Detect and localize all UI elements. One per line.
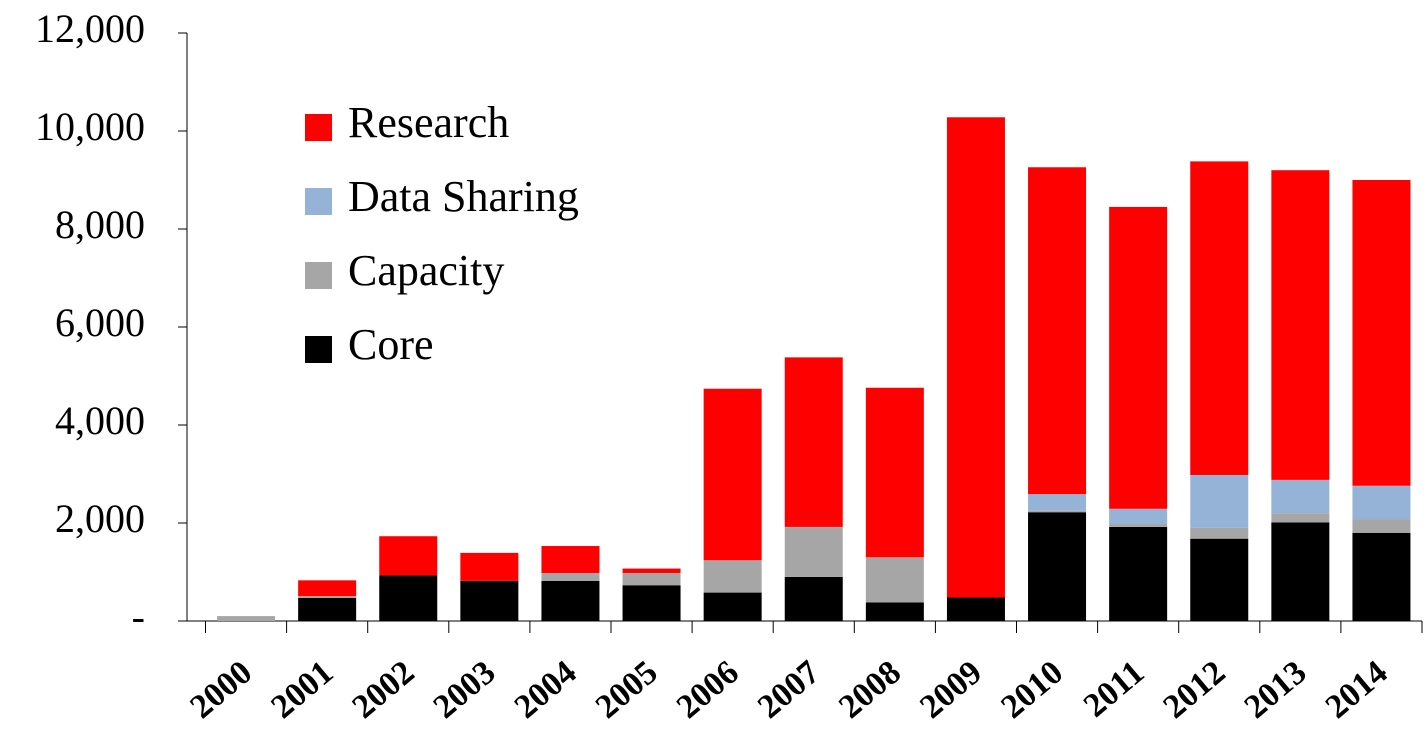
bar-segment [541, 546, 600, 573]
bar-segment [1028, 494, 1087, 511]
bar-segment [460, 552, 519, 581]
legend-swatch [305, 114, 332, 141]
y-tick-label: - [132, 594, 145, 639]
x-tick-label: 2008 [832, 654, 908, 726]
bar-segment [946, 597, 1005, 621]
bar-segment [379, 575, 438, 621]
bar-segment [1028, 510, 1087, 513]
bar-segment [1190, 474, 1249, 528]
bar-segment [784, 576, 843, 621]
bar-segment [541, 580, 600, 621]
bar-segment [1190, 161, 1249, 475]
bar-segment [1190, 527, 1249, 539]
bar-segment [703, 388, 762, 561]
bar-segment [622, 585, 681, 621]
bar-segment [703, 560, 762, 593]
y-tick-label: 6,000 [55, 300, 145, 345]
x-tick-label: 2002 [346, 654, 422, 726]
bar-segment [1190, 538, 1249, 621]
bar-segment [703, 592, 762, 621]
legend-label: Data Sharing [348, 172, 579, 221]
bar-segment [1352, 532, 1411, 621]
bar-segment [784, 526, 843, 577]
bar-segment [1271, 522, 1330, 621]
bar-segment [379, 536, 438, 576]
legend-label: Research [348, 98, 509, 147]
bar-segment [1109, 526, 1168, 621]
x-tick-label: 2005 [589, 654, 665, 726]
bar-segment [460, 580, 519, 621]
bar-segment [1109, 206, 1168, 509]
bar-segment [541, 572, 600, 581]
x-tick-label: 2000 [183, 654, 259, 726]
x-tick-label: 2004 [508, 654, 584, 726]
bar-segment [1028, 167, 1087, 495]
bar-segment [622, 568, 681, 573]
bar-segment [217, 616, 276, 621]
legend-label: Core [348, 320, 434, 369]
x-tick-label: 2011 [1077, 654, 1151, 725]
legend-swatch [305, 262, 332, 289]
y-tick-label: 8,000 [55, 202, 145, 247]
y-tick-label: 12,000 [35, 6, 145, 51]
bar-segment [298, 597, 357, 621]
bar-segment [1271, 513, 1330, 523]
bar-segment [1109, 508, 1168, 524]
bar-segment [298, 580, 357, 597]
x-tick-label: 2014 [1319, 654, 1395, 726]
bar-segment [865, 557, 924, 603]
y-tick-label: 10,000 [35, 104, 145, 149]
x-tick-label: 2007 [751, 654, 827, 726]
bar-segment [1109, 523, 1168, 527]
x-tick-label: 2006 [670, 654, 746, 726]
bar-segment [298, 596, 357, 598]
bar-segment [622, 572, 681, 586]
bar-segment [784, 357, 843, 527]
bar-segment [1028, 512, 1087, 621]
legend-label: Capacity [348, 246, 504, 295]
bar-segment [1352, 519, 1411, 533]
bar-segment [865, 387, 924, 558]
x-tick-label: 2013 [1238, 654, 1314, 726]
x-tick-label: 2012 [1157, 654, 1233, 726]
x-tick-label: 2009 [913, 654, 989, 726]
x-tick-label: 2003 [427, 654, 503, 726]
x-tick-label: 2010 [994, 654, 1070, 726]
y-tick-label: 4,000 [55, 398, 145, 443]
x-tick-label: 2001 [264, 654, 340, 726]
legend-swatch [305, 336, 332, 363]
bar-segment [1271, 479, 1330, 514]
bar-segment [946, 117, 1005, 598]
legend-swatch [305, 188, 332, 215]
bar-segment [1352, 180, 1411, 486]
bar-segment [865, 602, 924, 621]
bar-segment [1352, 485, 1411, 520]
bar-segment [1271, 170, 1330, 480]
y-tick-label: 2,000 [55, 496, 145, 541]
